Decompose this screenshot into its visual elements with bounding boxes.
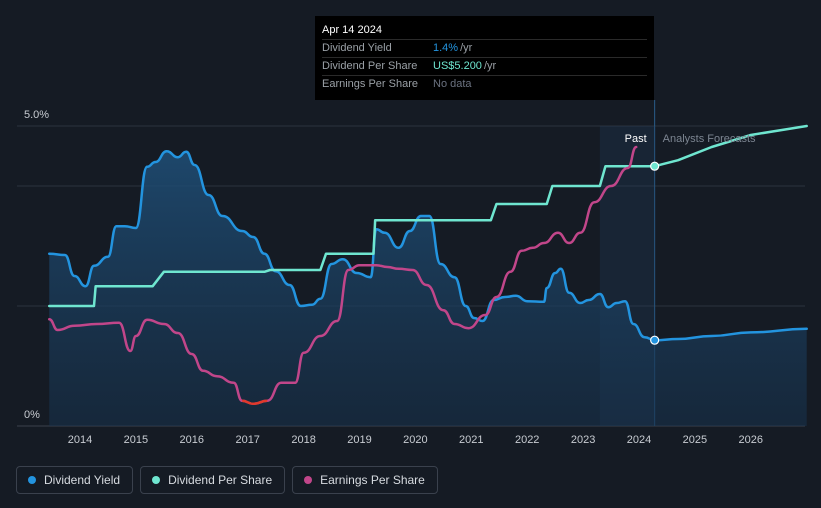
series-lines <box>48 124 808 406</box>
legend-label: Dividend Yield <box>44 473 121 487</box>
legend-label: Dividend Per Share <box>168 473 273 487</box>
tooltip-value: US$5.200 <box>433 60 482 72</box>
legend-dot-icon <box>152 476 161 484</box>
x-tick-label: 2020 <box>403 434 427 446</box>
x-tick-label: 2016 <box>180 434 204 446</box>
tooltip-label: Earnings Per Share <box>322 78 418 90</box>
series-line-dividend-per-share <box>48 124 808 308</box>
tooltip-row-earnings-per-share: Earnings Per Share No data <box>322 75 647 93</box>
yield-area <box>49 151 807 426</box>
tooltip-value: 1.4% <box>433 42 459 54</box>
tooltip-date: Apr 14 2024 <box>322 24 382 36</box>
tooltip-value: No data <box>433 78 472 90</box>
legend-label: Earnings Per Share <box>320 473 425 487</box>
yield-area-fill <box>49 151 807 426</box>
y-axis-top-label: 5.0% <box>24 109 49 121</box>
tooltip-row-dividend-yield: Dividend Yield 1.4% /yr <box>322 39 647 57</box>
tooltip-unit: /yr <box>460 42 473 54</box>
tooltip-unit: /yr <box>483 60 497 72</box>
x-tick-label: 2023 <box>571 434 595 446</box>
x-tick-label: 2014 <box>68 434 92 446</box>
series-line-earnings-per-share <box>48 145 638 406</box>
series-line-dividend-yield <box>48 149 808 342</box>
x-tick-label: 2024 <box>627 434 651 446</box>
hover-markers <box>650 161 660 345</box>
y-axis-bottom-label: 0% <box>24 409 40 421</box>
forecast-label: Analysts Forecasts <box>663 133 756 145</box>
tooltip-row-dividend-per-share: Dividend Per Share US$5.200 /yr <box>322 57 647 75</box>
legend-dot-icon <box>304 476 313 484</box>
chart-legend: Dividend Yield Dividend Per Share Earnin… <box>16 466 438 494</box>
hover-tooltip: Apr 14 2024 Dividend Yield 1.4% /yr Divi… <box>315 16 654 100</box>
hover-marker-dividend-per-share <box>650 161 660 171</box>
x-tick-label: 2015 <box>124 434 148 446</box>
x-tick-label: 2026 <box>739 434 763 446</box>
earnings-negative-segment <box>242 399 268 406</box>
past-label: Past <box>625 133 647 145</box>
legend-dot-icon <box>28 476 36 484</box>
x-tick-label: 2019 <box>347 434 371 446</box>
legend-item-earnings-per-share[interactable]: Earnings Per Share <box>292 466 438 494</box>
x-tick-label: 2017 <box>235 434 259 446</box>
x-tick-label: 2022 <box>515 434 539 446</box>
x-tick-label: 2021 <box>459 434 483 446</box>
legend-item-dividend-per-share[interactable]: Dividend Per Share <box>140 466 286 494</box>
axis-labels: 5.0% 0% 2014 2015 2016 2017 2018 2019 2020 2021 20… <box>24 109 763 446</box>
tooltip-label: Dividend Yield <box>322 42 392 54</box>
x-tick-label: 2018 <box>291 434 315 446</box>
legend-item-dividend-yield[interactable]: Dividend Yield <box>16 466 134 494</box>
tooltip-label: Dividend Per Share <box>322 60 418 72</box>
x-tick-label: 2025 <box>683 434 707 446</box>
hover-marker-dividend-yield <box>650 335 660 345</box>
